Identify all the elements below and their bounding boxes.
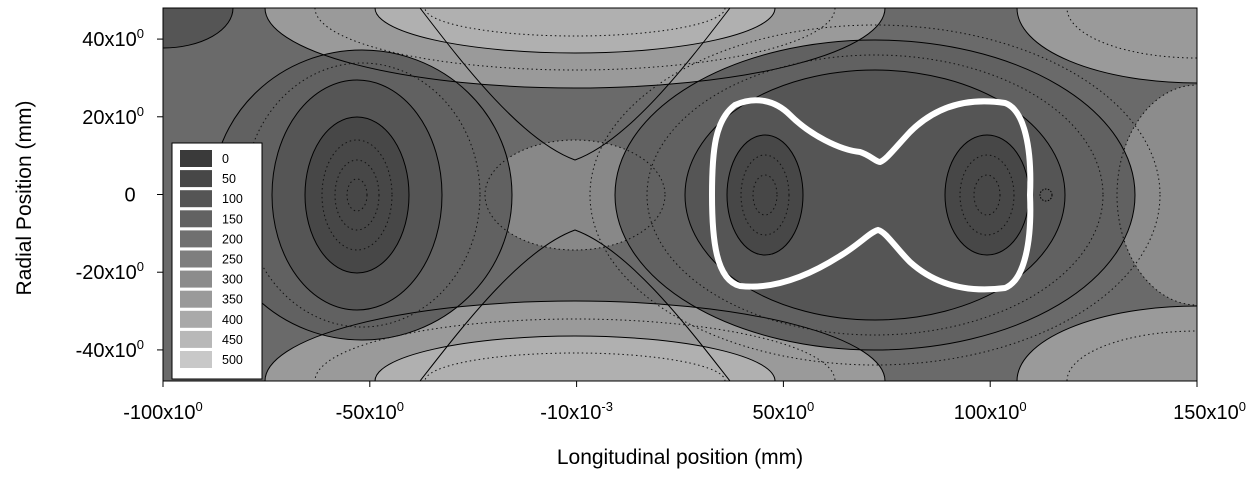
contour-band-right-top [1017, 8, 1197, 83]
contour-band-right-well-mid [685, 70, 1065, 320]
marker-point [1039, 188, 1053, 202]
legend-swatch [180, 250, 212, 268]
y-tick-label: 40x100 [82, 26, 144, 51]
contour-band-bottom-saddle-inner [375, 336, 775, 381]
legend-label: 500 [222, 353, 243, 367]
plot-area [163, 8, 1197, 381]
x-tick-label: 150x100 [1173, 399, 1246, 424]
y-tick-label: 20x100 [82, 104, 144, 129]
y-tick-label: -20x100 [76, 259, 144, 284]
legend-label: 400 [222, 313, 243, 327]
contour-lines-solid [163, 8, 1197, 381]
legend-swatch [180, 210, 212, 228]
legend-label: 0 [222, 152, 229, 166]
contour-band-corner-high [163, 8, 233, 48]
legend-label: 250 [222, 253, 243, 267]
legend: 0 50 100 150 200 250 300 350 400 450 500 [171, 142, 263, 380]
legend-label: 300 [222, 273, 243, 287]
x-tick-label: -10x10-3 [540, 399, 613, 424]
legend-swatch [180, 150, 212, 167]
x-tick-label: -50x100 [336, 399, 404, 424]
legend-label: 150 [222, 212, 243, 226]
legend-swatch [180, 170, 212, 188]
legend-swatch [180, 190, 212, 208]
legend-swatch [180, 270, 212, 288]
contour-band-right-well-left-core [726, 134, 804, 256]
x-tick-label: 50x100 [753, 399, 815, 424]
legend-label: 100 [222, 192, 243, 206]
y-axis-title: Radial Position (mm) [13, 101, 36, 296]
y-tick-label: 0 [124, 185, 135, 207]
contour-band-right-edge [1117, 85, 1197, 305]
contour-band-right-bottom [1017, 306, 1197, 381]
x-tick-label: 100x100 [954, 399, 1027, 424]
legend-swatch [180, 290, 212, 308]
legend-label: 200 [222, 232, 243, 246]
legend-swatch [180, 310, 212, 328]
legend-label: 50 [222, 172, 236, 186]
legend-swatch [180, 351, 212, 368]
legend-swatch [180, 330, 212, 348]
contour-band-left-well-inner [304, 116, 410, 274]
contour-band-right-well-right-core [944, 134, 1030, 256]
legend-swatch [180, 230, 212, 248]
y-axis-ticks: 40x100 20x100 0 -20x100 -40x100 [76, 26, 163, 362]
contour-band-top-saddle-inner [375, 8, 775, 53]
legend-label: 350 [222, 293, 243, 307]
legend-label: 450 [222, 333, 243, 347]
x-axis-ticks: -100x100 -50x100 -10x10-3 50x100 100x100 150x… [123, 381, 1246, 424]
x-tick-label: -100x100 [123, 399, 203, 424]
x-axis-title: Longitudinal position (mm) [557, 446, 803, 469]
highlight-contour [708, 97, 1034, 293]
y-tick-label: -40x100 [76, 337, 144, 362]
